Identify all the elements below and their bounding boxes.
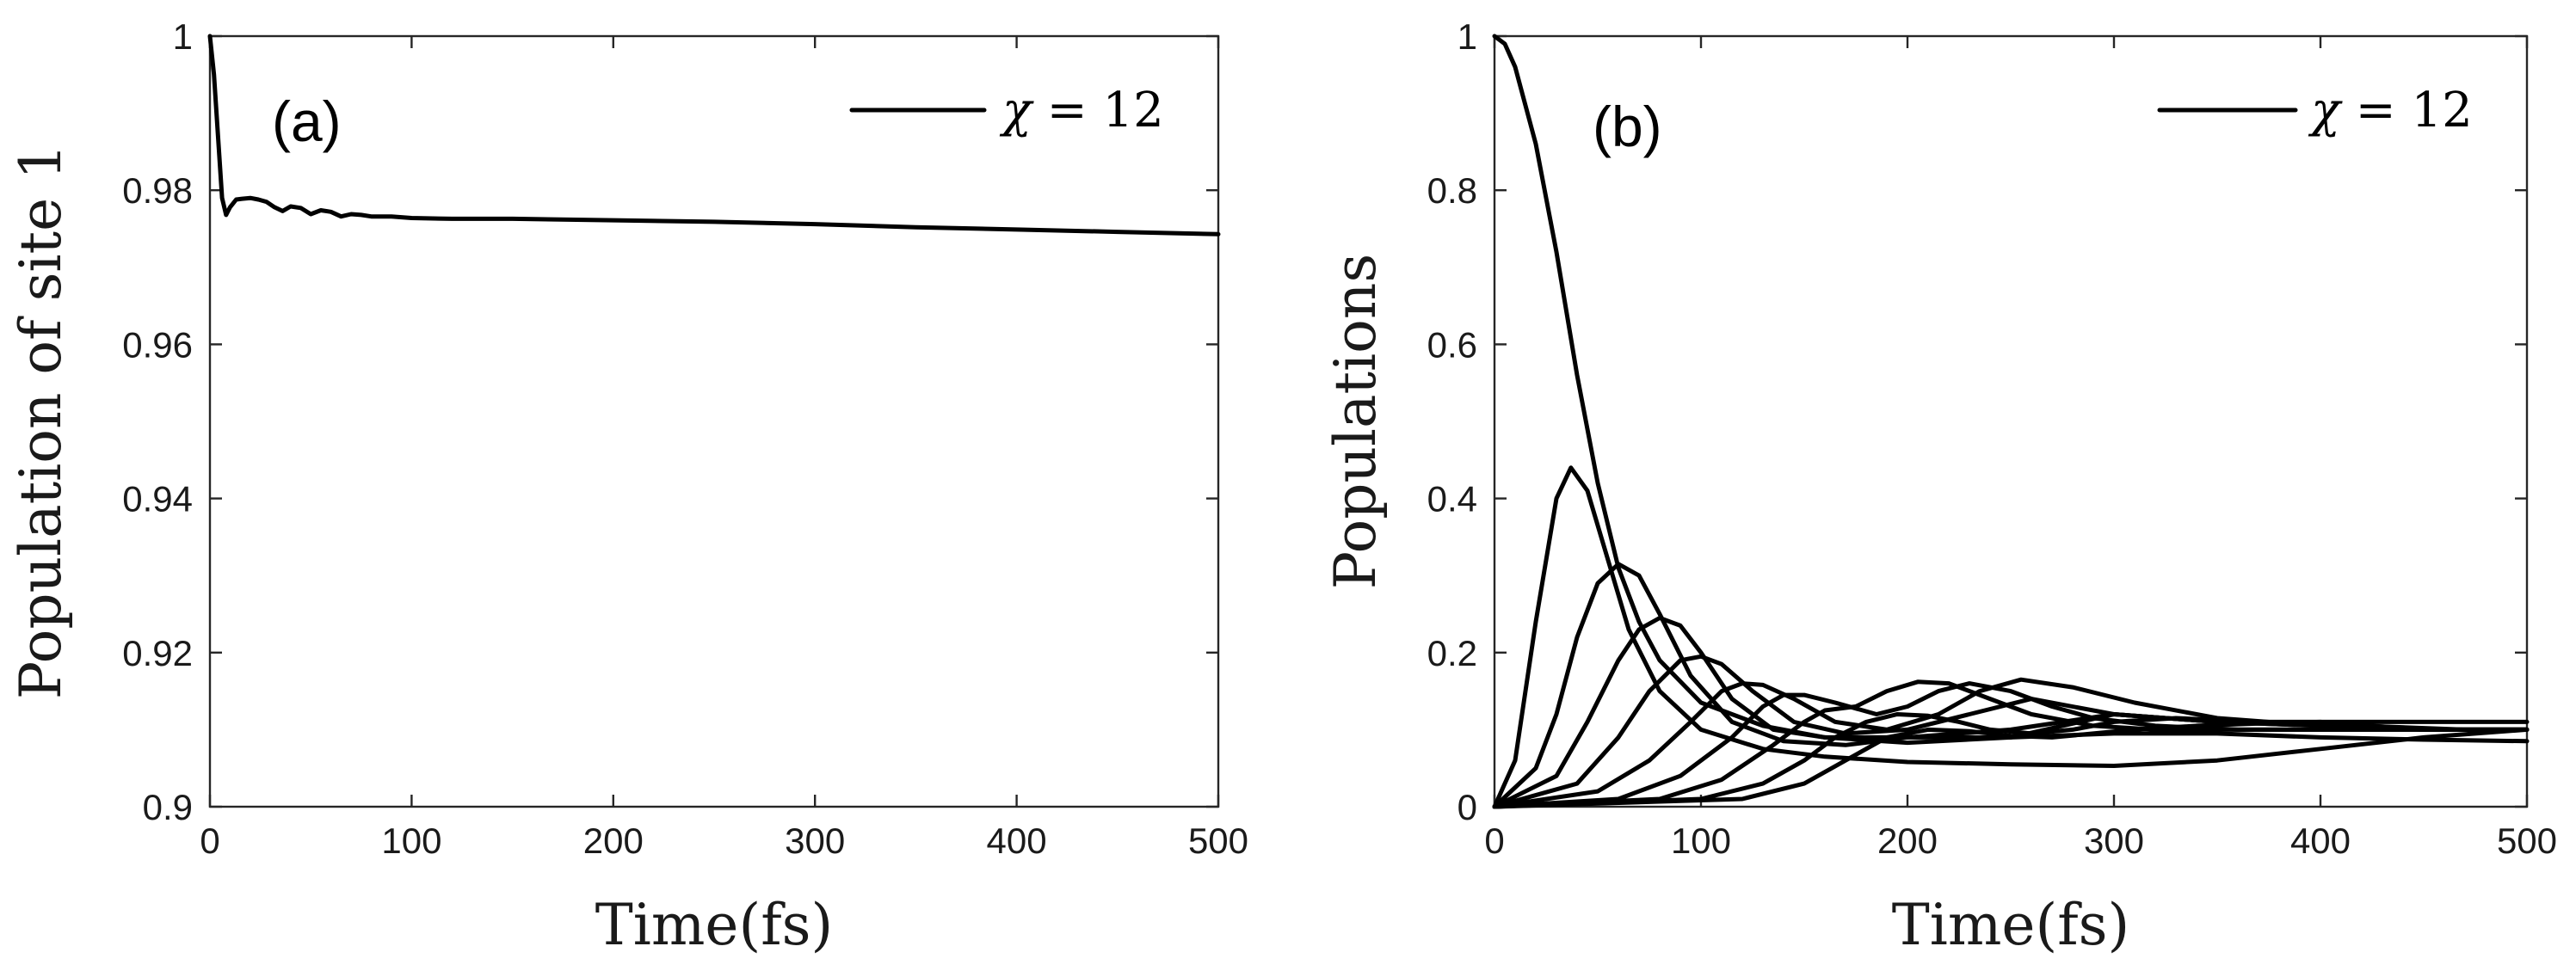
y-tick-label: 1 (1457, 16, 1477, 57)
y-tick-label: 0.8 (1427, 170, 1477, 211)
y-tick-label: 0.4 (1427, 479, 1477, 519)
ticks-a: 0 100 200 300 400 500 0.9 0.92 0.94 0.96 0.98 1 (122, 16, 1248, 861)
series-line-8 (1492, 679, 2530, 809)
series-line-10 (1492, 719, 2530, 809)
legend-symbol-a: χ (999, 83, 1034, 138)
panel-b: 0 100 200 300 400 500 0 0.2 0.4 0.6 0.8 1 (b) χ = 1… (1322, 16, 2557, 958)
series-line-3 (1492, 562, 2530, 809)
y-tick-label: 0.94 (122, 479, 193, 519)
x-tick-label: 0 (200, 820, 219, 861)
series-line-2 (1492, 465, 2530, 809)
panel-a: 0 100 200 300 400 500 0.9 0.92 0.94 0.96 0.98 1 (a)… (8, 16, 1248, 958)
legend-label-b: χ = 12 (2308, 83, 2473, 138)
series-group-a (207, 34, 1221, 237)
x-tick-label: 100 (1671, 820, 1731, 861)
panel-label-b: (b) (1593, 95, 1662, 158)
x-tick-label: 500 (1188, 820, 1248, 861)
y-tick-label: 0 (1457, 787, 1477, 827)
plot-frame-a (208, 34, 1220, 808)
y-tick-label: 0.6 (1427, 324, 1477, 365)
x-tick-label: 300 (2084, 820, 2144, 861)
series-line-4 (1492, 616, 2530, 809)
x-tick-label: 200 (583, 820, 644, 861)
y-tick-label: 0.92 (122, 633, 193, 673)
legend-label-a: χ = 12 (999, 83, 1164, 138)
x-axis-title-b: Time(fs) (1892, 892, 2130, 958)
y-tick-label: 0.9 (143, 787, 193, 827)
y-axis-title-a: Population of site 1 (8, 144, 74, 699)
x-tick-label: 100 (381, 820, 441, 861)
series-group-b (1492, 34, 2530, 809)
y-tick-label: 0.2 (1427, 633, 1477, 673)
y-tick-label: 0.96 (122, 324, 193, 365)
x-tick-label: 400 (987, 820, 1047, 861)
y-tick-label: 1 (173, 16, 193, 57)
x-axis-title-a: Time(fs) (595, 892, 834, 958)
series-line-1 (207, 34, 1221, 237)
series-line-1 (1492, 34, 2530, 746)
legend-value-a: = 12 (1032, 83, 1164, 138)
x-tick-label: 300 (785, 820, 845, 861)
legend-value-b: = 12 (2340, 83, 2473, 138)
y-axis-title-b: Populations (1322, 254, 1389, 589)
x-tick-label: 500 (2497, 820, 2557, 861)
panel-label-a: (a) (272, 89, 342, 153)
y-tick-label: 0.98 (122, 170, 193, 211)
x-tick-label: 200 (1877, 820, 1938, 861)
legend-symbol-b: χ (2308, 83, 2343, 138)
ticks-b: 0 100 200 300 400 500 0 0.2 0.4 0.6 0.8 1 (1427, 16, 2557, 861)
x-tick-label: 400 (2290, 820, 2351, 861)
plot-frame-b (1493, 34, 2529, 808)
x-tick-label: 0 (1484, 820, 1504, 861)
